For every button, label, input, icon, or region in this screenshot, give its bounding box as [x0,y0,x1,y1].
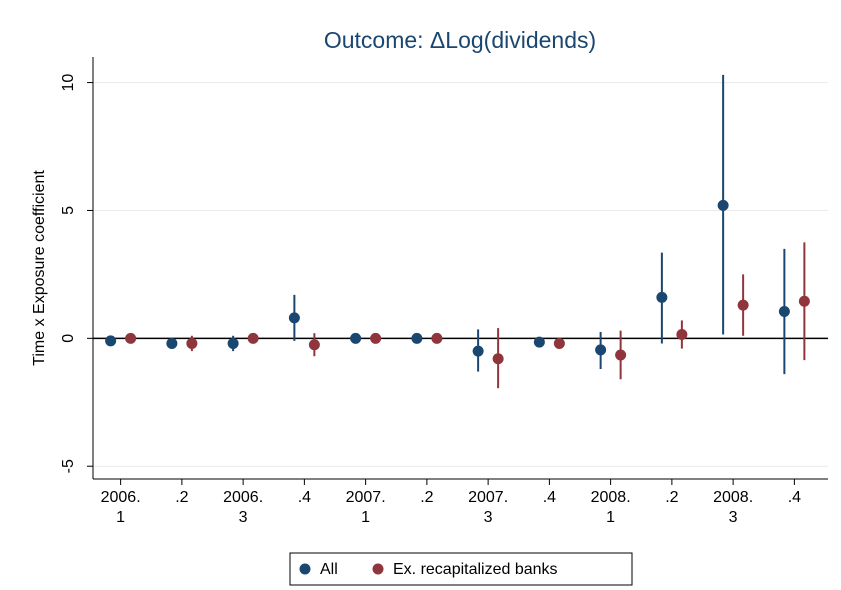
legend-box [289,552,633,586]
point [615,349,627,361]
x-tick-label: .2 [420,489,433,506]
x-tick-label: .2 [175,489,188,506]
point [656,291,668,303]
legend-label: Ex. recapitalized banks [393,561,558,578]
x-tick-label: .4 [788,489,801,506]
x-tick-label: .4 [298,489,311,506]
point [798,295,810,307]
y-axis-label: Time x Exposure coefficient [31,170,48,366]
x-tick-label: .2 [665,489,678,506]
point [227,337,239,349]
point [595,344,607,356]
legend-label: All [320,561,338,578]
x-tick-label: 3 [239,509,248,526]
x-tick-label: 2007. [468,489,508,506]
point [105,335,117,347]
point [125,332,137,344]
point [492,353,504,365]
y-tick-label: 10 [60,74,77,92]
point [166,337,178,349]
point [411,332,423,344]
point [778,305,790,317]
point [553,337,565,349]
point [737,299,749,311]
point [533,336,545,348]
x-tick-label: 1 [116,509,125,526]
point [247,332,259,344]
point [431,332,443,344]
x-tick-label: .4 [543,489,556,506]
point [186,337,198,349]
y-tick-label: -5 [60,459,77,473]
y-tick-label: 5 [60,206,77,215]
x-tick-label: 2008. [713,489,753,506]
legend-marker [372,563,384,575]
point [472,345,484,357]
x-tick-label: 2007. [346,489,386,506]
point [370,332,382,344]
x-tick-label: 3 [729,509,738,526]
point [308,339,320,351]
y-tick-label: 0 [60,334,77,343]
point [717,199,729,211]
x-tick-label: 2006. [223,489,263,506]
chart-title: Outcome: ΔLog(dividends) [324,27,596,53]
x-tick-label: 2006. [101,489,141,506]
x-tick-label: 1 [361,509,370,526]
point [350,332,362,344]
x-tick-label: 3 [484,509,493,526]
point [676,328,688,340]
x-tick-label: 2008. [591,489,631,506]
point [288,312,300,324]
x-tick-label: 1 [606,509,615,526]
legend-marker [299,563,311,575]
